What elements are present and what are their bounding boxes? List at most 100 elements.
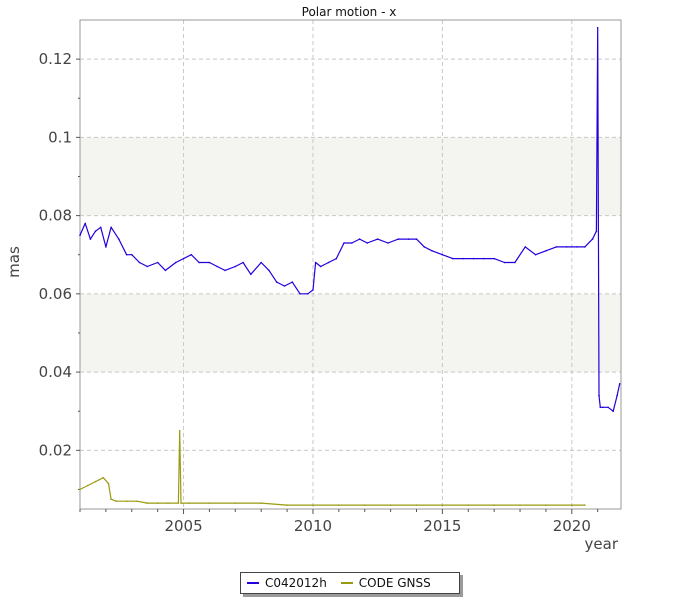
- data-point-c042012h: [366, 242, 369, 244]
- data-point-c042012h: [555, 246, 558, 248]
- data-point-c042012h: [602, 406, 604, 409]
- data-point-c042012h: [431, 250, 433, 252]
- data-point-c042012h: [216, 265, 218, 268]
- data-point-c042012h: [208, 261, 211, 264]
- data-point-c042012h: [595, 230, 598, 232]
- data-point-c042012h: [472, 257, 475, 260]
- data-point-code-gnss: [146, 502, 149, 504]
- data-point-c042012h: [576, 246, 578, 248]
- data-point-code-gnss: [493, 504, 496, 506]
- data-point-c042012h: [312, 289, 314, 291]
- y-tick-label-5: 0.12: [39, 50, 72, 68]
- y-axis-label: mas: [5, 246, 23, 278]
- data-point-code-gnss: [312, 504, 314, 506]
- shaded-bands: [80, 137, 621, 373]
- x-tick-label-2: 2015: [423, 517, 461, 535]
- data-point-code-gnss: [125, 500, 128, 503]
- x-axis-label: year: [585, 535, 619, 553]
- data-point-c042012h: [118, 238, 120, 240]
- data-point-c042012h: [415, 238, 418, 240]
- series-lines: [79, 27, 621, 506]
- data-point-c042012h: [175, 261, 177, 264]
- data-point-c042012h: [125, 253, 128, 256]
- data-point-c042012h: [618, 383, 621, 385]
- data-point-c042012h: [596, 27, 599, 29]
- data-point-c042012h: [110, 226, 112, 229]
- data-point-c042012h: [89, 238, 92, 240]
- data-point-code-gnss: [545, 504, 547, 506]
- data-point-code-gnss: [167, 502, 169, 504]
- data-point-code-gnss: [110, 498, 112, 501]
- legend-label-code-gnss: CODE GNSS: [358, 576, 431, 590]
- data-point-code-gnss: [115, 500, 117, 503]
- y-tick-label-3: 0.08: [39, 207, 72, 225]
- data-point-c042012h: [598, 394, 600, 397]
- data-point-code-gnss: [79, 488, 81, 491]
- data-point-c042012h: [607, 406, 609, 409]
- data-point-code-gnss: [260, 502, 263, 504]
- shaded-band-0: [80, 293, 621, 373]
- chart-title: Polar motion - x: [302, 5, 397, 19]
- data-point-c042012h: [275, 281, 278, 283]
- data-point-code-gnss: [136, 500, 138, 503]
- data-point-c042012h: [397, 238, 400, 240]
- y-tick-label-4: 0.1: [48, 128, 72, 146]
- data-point-c042012h: [99, 226, 102, 229]
- gridlines: [80, 20, 621, 509]
- data-point-c042012h: [441, 253, 444, 256]
- data-point-c042012h: [343, 242, 345, 244]
- legend: C042012h CODE GNSS: [240, 572, 460, 594]
- data-point-code-gnss: [571, 504, 573, 506]
- data-point-c042012h: [335, 257, 338, 260]
- data-point-c042012h: [319, 265, 322, 268]
- data-point-c042012h: [105, 246, 107, 248]
- data-point-c042012h: [146, 265, 149, 268]
- data-point-c042012h: [376, 238, 379, 240]
- y-tick-label-1: 0.04: [39, 363, 72, 381]
- data-point-code-gnss: [415, 504, 418, 506]
- legend-label-c042012h: C042012h: [265, 576, 327, 590]
- data-point-c042012h: [407, 238, 410, 240]
- data-point-code-gnss: [584, 504, 586, 506]
- data-point-c042012h: [584, 246, 586, 248]
- data-point-c042012h: [198, 261, 200, 264]
- data-point-c042012h: [224, 269, 226, 272]
- data-point-c042012h: [462, 257, 464, 260]
- legend-item-c042012h: C042012h: [247, 576, 327, 590]
- data-point-c042012h: [234, 265, 237, 268]
- data-point-c042012h: [483, 257, 485, 260]
- data-point-c042012h: [84, 222, 86, 225]
- x-tick-label-3: 2020: [553, 517, 591, 535]
- axis-ticks: 0.02 0.04 0.06 0.08 0.1 0.12 2005 2010 2015 2020: [39, 50, 599, 535]
- data-point-code-gnss: [107, 482, 110, 485]
- data-point-c042012h: [503, 261, 506, 264]
- data-point-code-gnss: [467, 504, 470, 506]
- data-point-code-gnss: [87, 484, 89, 487]
- data-point-code-gnss: [180, 502, 182, 504]
- data-point-c042012h: [138, 261, 141, 264]
- data-point-c042012h: [260, 261, 263, 264]
- data-point-code-gnss: [208, 502, 211, 504]
- data-point-code-gnss: [187, 502, 190, 504]
- data-point-c042012h: [164, 269, 167, 272]
- data-point-code-gnss: [441, 504, 444, 506]
- data-point-c042012h: [591, 238, 594, 240]
- data-point-code-gnss: [156, 502, 159, 504]
- series-line-code-gnss: [79, 430, 585, 506]
- data-point-c042012h: [250, 273, 252, 276]
- legend-swatch-code-gnss: [340, 582, 353, 584]
- data-point-c042012h: [387, 242, 389, 244]
- data-point-c042012h: [534, 253, 537, 256]
- x-tick-label-0: 2005: [164, 517, 202, 535]
- x-tick-label-1: 2010: [294, 517, 332, 535]
- data-point-c042012h: [599, 406, 602, 409]
- y-tick-label-2: 0.06: [39, 285, 72, 303]
- data-point-c042012h: [314, 261, 317, 264]
- data-point-c042012h: [451, 257, 454, 260]
- legend-swatch-c042012h: [247, 582, 259, 584]
- data-point-code-gnss: [338, 504, 340, 506]
- data-point-c042012h: [307, 293, 309, 295]
- data-point-c042012h: [524, 246, 526, 248]
- legend-item-code-gnss: CODE GNSS: [340, 576, 431, 590]
